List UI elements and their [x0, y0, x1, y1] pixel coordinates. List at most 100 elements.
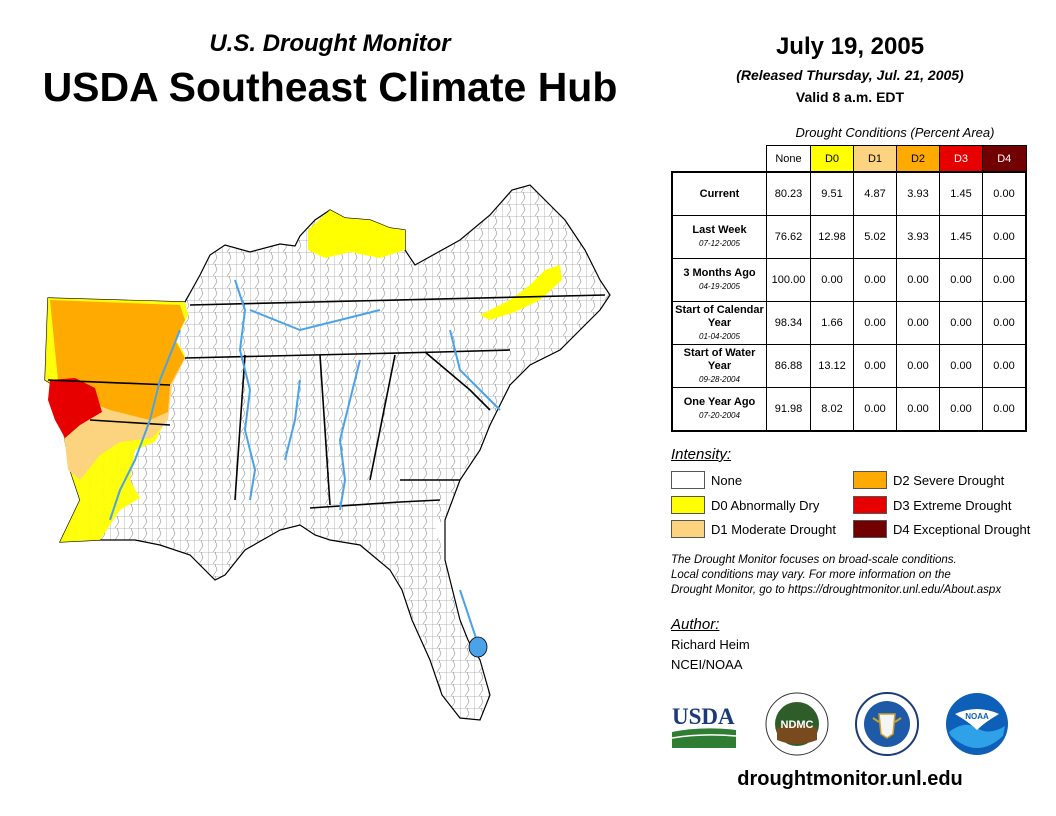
col-header-d1: D1: [853, 145, 897, 173]
legend-title: Intensity:: [671, 446, 732, 463]
rivers: [109, 279, 501, 651]
row-date: 07-12-2005: [699, 239, 740, 248]
author-heading: Author:: [671, 616, 720, 633]
legend-swatch: [671, 471, 705, 489]
southeast-drought-map: [44, 184, 611, 721]
table-cell: 0.00: [896, 258, 940, 302]
table-cell: 0.00: [939, 258, 983, 302]
legend-label: D3 Extreme Drought: [893, 497, 1012, 513]
note-line-link[interactable]: Drought Monitor, go to https://droughtmo…: [671, 584, 1002, 596]
row-date: 09-28-2004: [699, 374, 740, 384]
table-cell: 0.00: [896, 387, 940, 432]
disclaimer-note: The Drought Monitor focuses on broad-sca…: [671, 553, 1051, 598]
legend-item-d4: D4 Exceptional Drought: [853, 520, 1030, 538]
col-header-d3: D3: [939, 145, 983, 173]
usda-logo-text: USDA: [672, 704, 735, 729]
drought-areas: [45, 210, 562, 542]
note-line: The Drought Monitor focuses on broad-sca…: [671, 554, 957, 566]
legend-label: D0 Abnormally Dry: [711, 497, 820, 513]
legend-item-d3: D3 Extreme Drought: [853, 496, 1012, 514]
table-row: Last Week 07-12-2005 76.62 12.98 5.02 3.93 1.4…: [671, 215, 1027, 259]
release-date: (Released Thursday, Jul. 21, 2005): [736, 67, 964, 83]
table-cell: 3.93: [896, 171, 940, 216]
legend-swatch: [671, 496, 705, 514]
table-cell: 0.00: [939, 344, 983, 388]
table-cell: 0.00: [853, 344, 897, 388]
d0-area-virginia: [480, 265, 562, 320]
table-cell: 0.00: [982, 344, 1027, 388]
legend-swatch: [671, 520, 705, 538]
col-header-d4: D4: [982, 145, 1027, 173]
row-label-text: Start of Calendar Year: [675, 303, 764, 329]
valid-time: Valid 8 a.m. EDT: [795, 89, 905, 105]
row-label: Start of Calendar Year 01-04-2005: [671, 301, 767, 345]
row-label: One Year Ago 07-20-2004: [671, 387, 767, 432]
table-cell: 1.66: [810, 301, 854, 345]
row-label-text: Last Week: [692, 224, 747, 236]
table-cell: 0.00: [853, 387, 897, 432]
author-name: Richard Heim: [671, 637, 750, 652]
legend-item-d2: D2 Severe Drought: [853, 471, 1004, 489]
map-date: July 19, 2005: [775, 33, 925, 60]
table-cell: 0.00: [810, 258, 854, 302]
table-cell: 1.45: [939, 215, 983, 259]
legend-label: D1 Moderate Drought: [711, 521, 837, 537]
table-cell: 86.88: [766, 344, 811, 388]
ndmc-logo-text: NDMC: [781, 719, 814, 731]
table-cell: 9.51: [810, 171, 854, 216]
table-cell: 0.00: [982, 301, 1027, 345]
header-blank-cell: [672, 145, 767, 173]
legend-swatch: [853, 520, 887, 538]
noaa-logo-text: NOAA: [965, 712, 989, 721]
table-cell: 0.00: [896, 344, 940, 388]
legend-item-d1: D1 Moderate Drought: [671, 520, 836, 538]
noaa-logo: NOAA: [946, 693, 1008, 755]
row-label: Start of Water Year 09-28-2004: [671, 344, 767, 388]
page-title: USDA Southeast Climate Hub: [42, 64, 618, 110]
drought-conditions-table: None D0 D1 D2 D3 D4 Current 80.23 9.51 4.87…: [671, 145, 1027, 432]
row-date: 04-19-2005: [699, 282, 740, 291]
row-label-text: One Year Ago: [683, 396, 756, 408]
table-cell: 0.00: [982, 258, 1027, 302]
table-cell: 0.00: [982, 171, 1027, 216]
table-caption: Drought Conditions (Percent Area): [795, 125, 995, 140]
table-cell: 0.00: [982, 387, 1027, 432]
table-row: One Year Ago 07-20-2004 91.98 8.02 0.00 0.00 0…: [671, 387, 1027, 432]
legend-item-none: None: [671, 471, 742, 489]
table-cell: 0.00: [853, 301, 897, 345]
legend-label: None: [711, 472, 743, 488]
table-row: 3 Months Ago 04-19-2005 100.00 0.00 0.00 0.00…: [671, 258, 1027, 302]
table-cell: 0.00: [853, 258, 897, 302]
table-cell: 0.00: [939, 387, 983, 432]
usda-logo: USDA: [672, 704, 736, 748]
table-row: Start of Calendar Year 01-04-2005 98.34 1.6…: [671, 301, 1027, 345]
table-cell: 12.98: [810, 215, 854, 259]
row-date: 07-20-2004: [699, 411, 740, 420]
legend-item-d0: D0 Abnormally Dry: [671, 496, 819, 514]
table-cell: 1.45: [939, 171, 983, 216]
col-header-d0: D0: [810, 145, 854, 173]
footer-site-link[interactable]: droughtmonitor.unl.edu: [737, 768, 963, 790]
commerce-seal-logo: [855, 692, 919, 756]
row-label-text: 3 Months Ago: [683, 267, 756, 279]
note-line: Local conditions may vary. For more info…: [671, 569, 951, 581]
table-cell: 3.93: [896, 215, 940, 259]
lake-okeechobee: [468, 636, 488, 658]
row-label: 3 Months Ago 04-19-2005: [671, 258, 767, 302]
table-cell: 91.98: [766, 387, 811, 432]
table-cell: 5.02: [853, 215, 897, 259]
table-cell: 8.02: [810, 387, 854, 432]
table-cell: 98.34: [766, 301, 811, 345]
d3-area: [48, 378, 102, 438]
ndmc-logo: NDMC: [765, 692, 829, 756]
table-cell: 100.00: [766, 258, 811, 302]
table-cell: 0.00: [896, 301, 940, 345]
table-cell: 4.87: [853, 171, 897, 216]
row-label-text: Current: [699, 187, 740, 200]
legend-label: D4 Exceptional Drought: [893, 521, 1031, 537]
table-cell: 76.62: [766, 215, 811, 259]
supertitle: U.S. Drought Monitor: [209, 30, 451, 57]
legend-label: D2 Severe Drought: [893, 472, 1005, 488]
d0-area-kentucky: [308, 210, 405, 258]
author-org: NCEI/NOAA: [671, 657, 743, 672]
